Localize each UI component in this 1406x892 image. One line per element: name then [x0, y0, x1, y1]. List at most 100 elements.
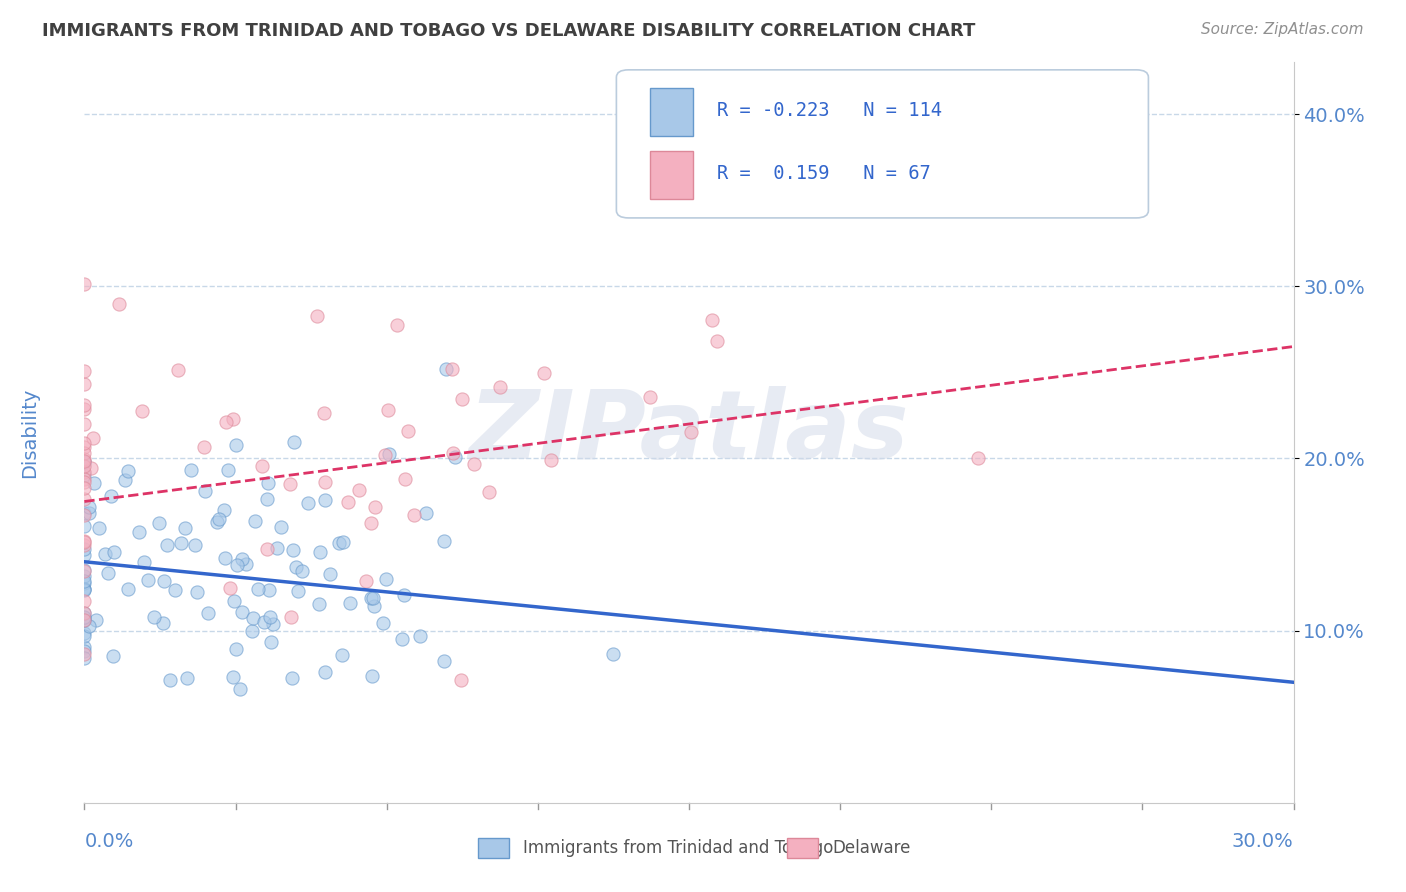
Text: Delaware: Delaware [832, 839, 911, 857]
Point [73, 435, 96, 450]
Text: Source: ZipAtlas.com: Source: ZipAtlas.com [1201, 22, 1364, 37]
Point [364, 500, 387, 515]
Text: IMMIGRANTS FROM TRINIDAD AND TOBAGO VS DELAWARE DISABILITY CORRELATION CHART: IMMIGRANTS FROM TRINIDAD AND TOBAGO VS D… [42, 22, 976, 40]
Point [73, 455, 96, 469]
Point [363, 599, 385, 614]
Point [966, 450, 988, 465]
Point [297, 496, 319, 510]
Point [679, 425, 702, 440]
Point [409, 629, 432, 643]
Point [73, 564, 96, 578]
Point [314, 475, 336, 490]
Point [159, 673, 181, 687]
Point [266, 541, 288, 555]
Point [434, 361, 457, 376]
Point [354, 574, 377, 589]
Point [89, 521, 111, 535]
Point [73, 475, 96, 489]
Point [173, 521, 195, 535]
Point [314, 665, 336, 680]
Point [180, 463, 202, 477]
Point [256, 492, 278, 507]
Point [245, 514, 267, 528]
Point [602, 647, 624, 661]
Point [207, 512, 229, 526]
Point [73, 440, 96, 454]
Point [73, 451, 96, 466]
Point [73, 611, 96, 625]
Point [215, 415, 238, 429]
Point [73, 508, 96, 522]
Point [73, 459, 96, 474]
Point [247, 582, 270, 596]
Point [83, 475, 105, 490]
Point [284, 560, 307, 574]
Point [183, 537, 205, 551]
Point [103, 545, 125, 559]
Point [257, 475, 280, 490]
Point [349, 483, 371, 497]
Point [73, 472, 96, 486]
Point [80, 461, 103, 475]
FancyBboxPatch shape [650, 88, 693, 136]
Point [278, 476, 301, 491]
Point [73, 446, 96, 460]
Point [73, 506, 96, 520]
Point [107, 297, 129, 311]
Point [700, 313, 723, 327]
Point [360, 591, 382, 605]
Point [77, 500, 100, 514]
Point [253, 615, 276, 629]
Point [224, 594, 246, 608]
Point [640, 391, 662, 405]
Point [214, 551, 236, 566]
Point [218, 581, 240, 595]
Point [287, 584, 309, 599]
Point [128, 525, 150, 540]
FancyBboxPatch shape [650, 152, 693, 200]
Point [186, 585, 208, 599]
Point [360, 516, 382, 530]
Point [226, 558, 249, 573]
Point [73, 582, 96, 597]
Point [82, 431, 104, 445]
Point [330, 648, 353, 663]
Point [73, 467, 96, 482]
Point [193, 440, 215, 454]
Point [73, 481, 96, 495]
Point [394, 472, 416, 486]
Point [283, 543, 305, 558]
Point [73, 563, 96, 577]
Point [314, 406, 336, 420]
FancyBboxPatch shape [616, 70, 1149, 218]
Text: Immigrants from Trinidad and Tobago: Immigrants from Trinidad and Tobago [523, 839, 834, 857]
Point [73, 455, 96, 469]
Point [148, 516, 170, 530]
Point [73, 454, 96, 468]
Point [441, 446, 464, 460]
Point [73, 647, 96, 661]
Text: 30.0%: 30.0% [1232, 832, 1294, 852]
Point [73, 535, 96, 549]
Point [84, 613, 107, 627]
Point [73, 614, 96, 628]
Point [463, 457, 485, 471]
Point [73, 492, 96, 507]
Point [250, 459, 273, 474]
Point [73, 594, 96, 608]
Point [257, 583, 280, 598]
Point [73, 574, 96, 588]
Point [231, 552, 253, 566]
Point [73, 402, 96, 417]
Point [114, 473, 136, 487]
Point [94, 547, 117, 561]
Point [136, 573, 159, 587]
Point [100, 489, 122, 503]
Point [79, 619, 101, 633]
Point [444, 450, 467, 464]
Point [142, 609, 165, 624]
Point [73, 613, 96, 627]
Point [533, 366, 555, 380]
Point [225, 438, 247, 452]
Point [97, 566, 120, 580]
